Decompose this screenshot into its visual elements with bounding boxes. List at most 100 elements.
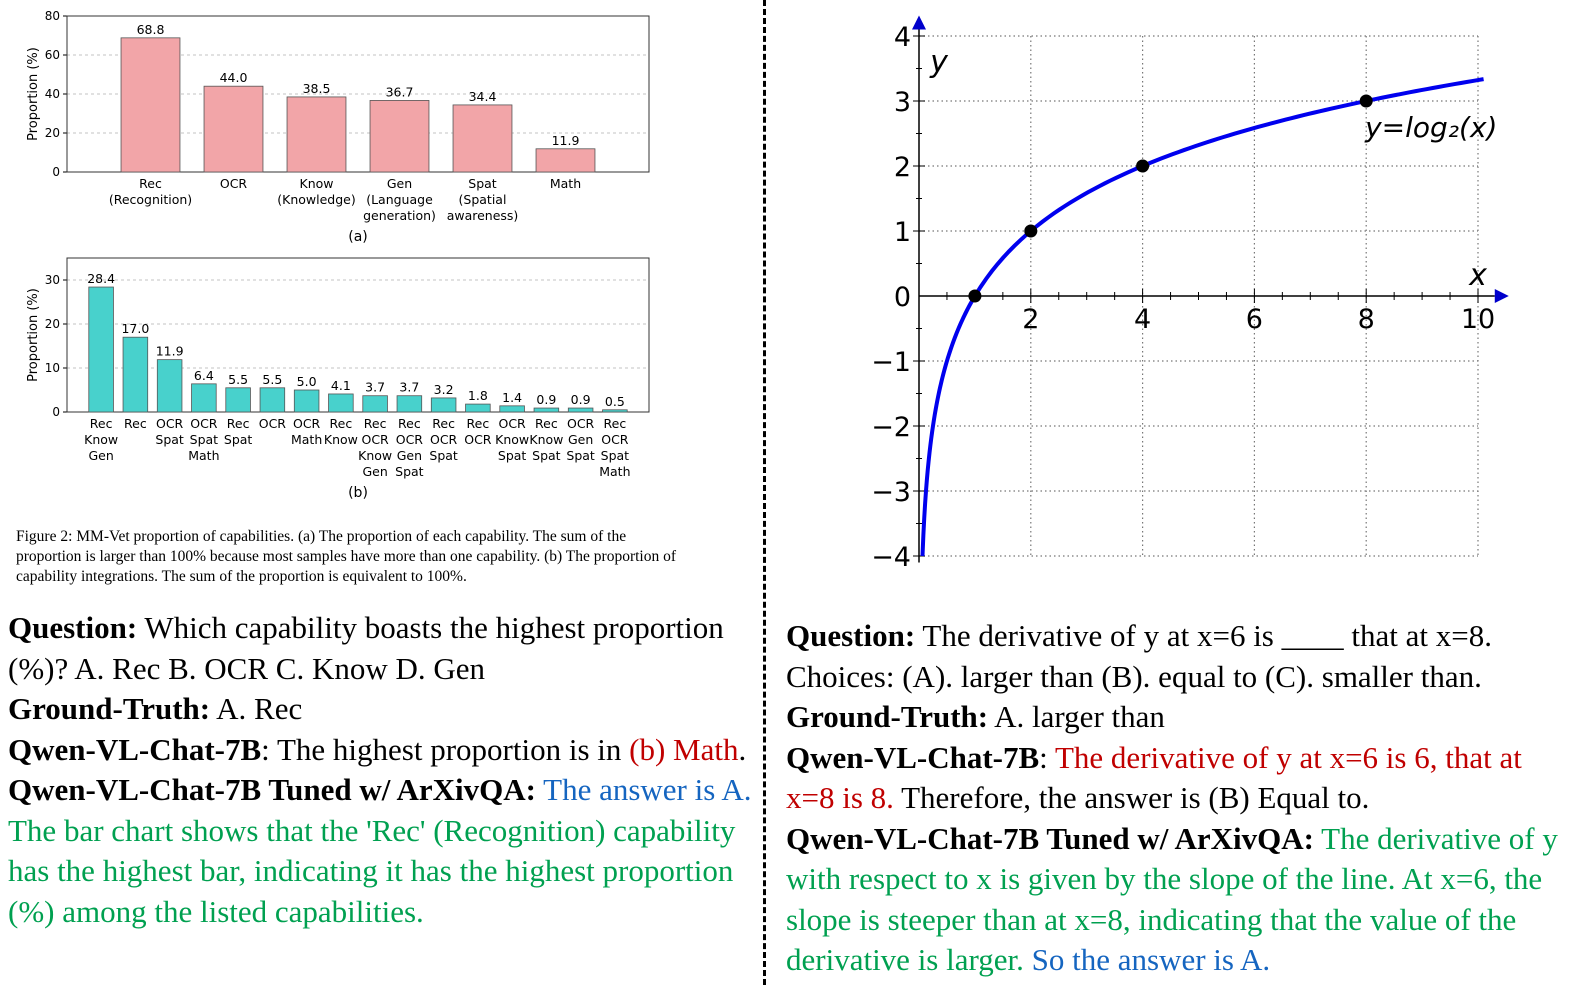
panel-divider [763,0,766,985]
bar-value-label: 0.9 [536,392,556,407]
x-axis-arrow [1494,289,1509,303]
category-label: OCR [190,416,218,431]
data-point [1136,159,1150,173]
model1-label: Qwen-VL-Chat-7B [786,739,1040,775]
panel-label: (a) [348,229,368,245]
bar-value-label: 11.9 [156,344,184,359]
bar [286,96,347,173]
bar [602,409,628,413]
question-text: The derivative of y at x=6 is ____ that … [786,618,1492,694]
bar-value-label: 34.4 [469,89,497,104]
bar-value-label: 38.5 [303,81,331,96]
category-label: Know [358,448,392,463]
bar-value-label: 5.5 [228,372,248,387]
bar [225,387,251,413]
right-ground-truth: Ground-Truth: A. larger than [786,697,1576,738]
left-qa-block: Question: Which capability boasts the hi… [8,608,758,932]
right-model1-answer: Qwen-VL-Chat-7B: The derivative of y at … [786,738,1576,819]
bar [452,104,513,173]
category-label: generation) [363,208,436,223]
model2-label: Qwen-VL-Chat-7B Tuned w/ ArXivQA: [8,772,536,807]
category-label: OCR [259,416,287,431]
x-axis-label: x [1468,258,1487,293]
bar [120,37,181,173]
model1-end: . [738,731,747,767]
bar [122,336,149,413]
bar-value-label: 36.7 [386,84,414,99]
y-tick-label: 40 [45,87,60,101]
y-tick-label: 1 [894,217,911,248]
y-axis-label: Proportion (%) [26,47,41,141]
category-label: Rec [604,416,627,431]
bar [465,403,491,413]
question-label: Question: [786,618,916,653]
category-label: OCR [293,416,321,431]
y-tick-label: 3 [894,87,911,118]
left-ground-truth: Ground-Truth: A. Rec [8,689,758,730]
bar [191,383,217,413]
category-label: Spat [601,448,630,463]
category-label: Spat [532,448,561,463]
plot-frame [66,15,650,173]
left-question: Question: Which capability boasts the hi… [8,608,758,689]
bar [369,100,430,173]
ground-truth-text: A. Rec [210,691,303,726]
bar [156,359,183,413]
category-label: OCR [361,432,389,447]
category-label: Gen [88,448,113,463]
category-label: Spat [468,176,497,191]
bar [533,407,560,413]
model1-colon: : [1039,739,1055,775]
model1-text: Therefore, the answer is (B) Equal to. [893,780,1370,815]
bar [535,148,596,173]
bar [499,405,525,413]
model1-wrong-text: The derivative of y at x=6 is 6, that at… [786,739,1522,816]
bar-value-label: 0.5 [605,394,625,409]
bar-value-label: 0.9 [571,392,591,407]
y-tick-label: −4 [871,542,911,573]
category-label: OCR [567,416,595,431]
category-label: Rec [124,416,147,431]
category-label: Know [324,432,358,447]
y-axis-label: y [929,45,949,80]
x-tick-label: 8 [1358,304,1375,335]
y-tick-label: −1 [871,347,911,378]
category-label: Gen [362,464,387,479]
right-qa-block: Question: The derivative of y at x=6 is … [786,616,1576,981]
category-label: Rec [398,416,421,431]
category-label: Gen [387,176,412,191]
data-point [1024,224,1038,238]
category-label: OCR [464,432,492,447]
bar-value-label: 28.4 [87,271,115,286]
category-label: OCR [156,416,184,431]
y-axis-arrow [912,15,926,30]
category-label: Spat [566,448,595,463]
y-tick-label: 0 [52,165,60,179]
curve-label: y=log₂(x) [1364,111,1497,144]
question-text: Which capability boasts the highest prop… [8,610,724,686]
category-label: Rec [90,416,113,431]
y-tick-label: 30 [45,273,60,287]
ground-truth-label: Ground-Truth: [786,699,989,734]
y-tick-label: 2 [894,152,911,183]
y-tick-label: 0 [894,282,911,313]
panel-label: (b) [348,485,368,501]
model2-label: Qwen-VL-Chat-7B Tuned w/ ArXivQA: [786,820,1314,856]
y-tick-label: 60 [45,48,60,62]
category-label: Spat [190,432,219,447]
x-tick-label: 6 [1246,304,1263,335]
x-tick-label: 4 [1134,304,1151,335]
category-label: (Knowledge) [277,192,355,207]
y-axis-label: Proportion (%) [26,288,41,382]
category-label: OCR [498,416,526,431]
bar-value-label: 5.5 [262,372,282,387]
y-tick-label: 10 [45,361,60,375]
data-point [1359,94,1373,108]
bar [259,387,286,413]
bar [203,85,264,173]
category-label: OCR [396,432,424,447]
bar [396,395,423,413]
model2-answer-text: So the answer is A. [1023,942,1271,977]
category-label: (Recognition) [109,192,192,207]
